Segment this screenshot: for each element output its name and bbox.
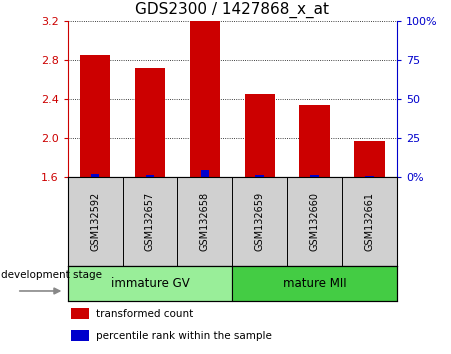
Bar [299, 105, 330, 177]
Bar [201, 170, 209, 177]
Bar [232, 266, 397, 301]
Text: GSM132658: GSM132658 [200, 192, 210, 251]
Text: development stage: development stage [1, 270, 102, 280]
Text: transformed count: transformed count [96, 309, 193, 319]
Bar [255, 175, 264, 177]
Text: GSM132659: GSM132659 [255, 192, 265, 251]
Bar [68, 266, 232, 301]
Bar [354, 141, 385, 177]
Bar [146, 175, 154, 177]
Bar [310, 175, 319, 177]
Bar [244, 94, 275, 177]
Text: GSM132592: GSM132592 [90, 192, 100, 251]
Text: immature GV: immature GV [110, 277, 189, 290]
Title: GDS2300 / 1427868_x_at: GDS2300 / 1427868_x_at [135, 2, 329, 18]
Text: GSM132660: GSM132660 [309, 192, 320, 251]
Text: GSM132661: GSM132661 [364, 192, 374, 251]
Text: GSM132657: GSM132657 [145, 192, 155, 251]
Text: percentile rank within the sample: percentile rank within the sample [96, 331, 272, 341]
Bar [71, 308, 89, 319]
Bar [365, 176, 374, 177]
Bar [91, 173, 99, 177]
Bar [71, 330, 89, 341]
Text: mature MII: mature MII [283, 277, 346, 290]
Bar [190, 21, 220, 177]
Bar [80, 55, 110, 177]
Bar [135, 68, 165, 177]
